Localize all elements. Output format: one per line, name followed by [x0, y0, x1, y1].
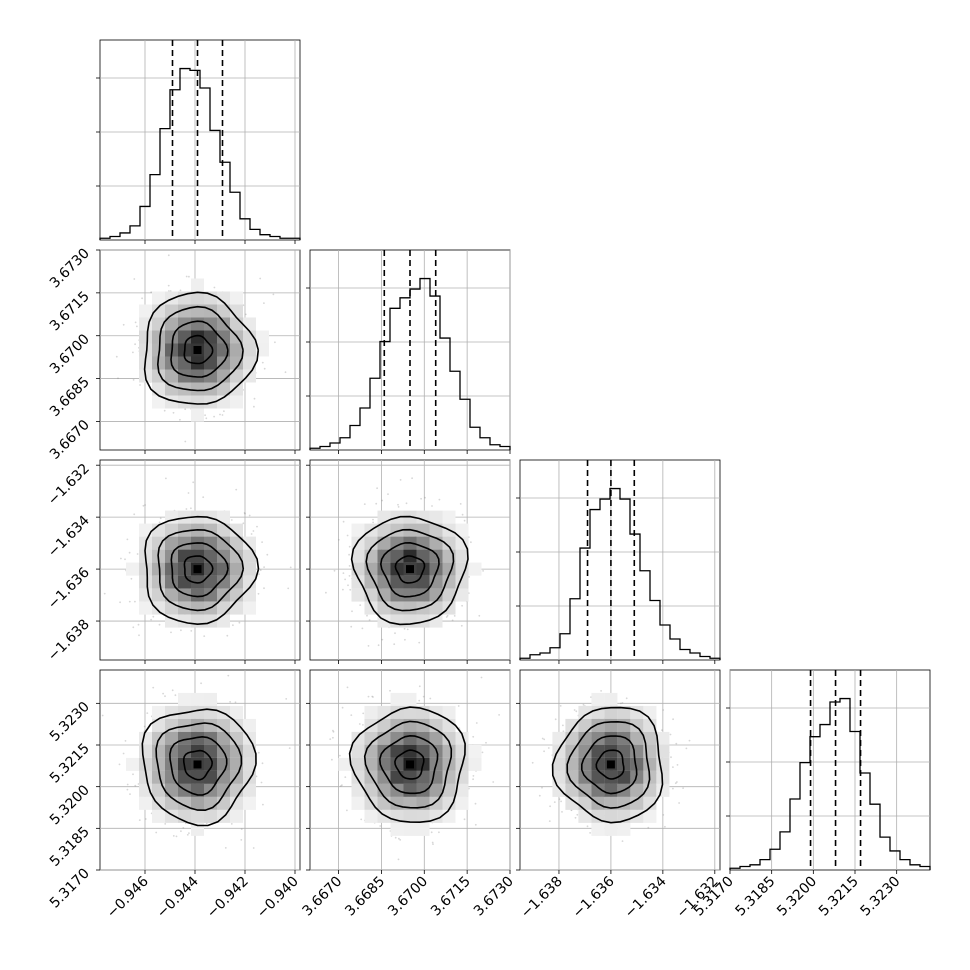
histogram-step: [729, 697, 931, 870]
contour-level-4: [141, 708, 257, 827]
histogram-panel-p3: [726, 669, 931, 874]
contour-level-1: [183, 555, 214, 584]
density-peak: [606, 760, 615, 769]
x-tick-label: −0.946: [104, 873, 152, 921]
density-panel-p0-p2: [96, 459, 301, 664]
contour-level-4: [143, 291, 260, 405]
contour-level-2: [581, 735, 638, 795]
density-peak: [406, 760, 414, 769]
x-tick-label: −1.638: [518, 874, 566, 922]
x-tick-label: −1.634: [622, 873, 670, 921]
y-tick-label: −1.632: [45, 461, 93, 509]
density-panel-p0-p1: [96, 249, 301, 454]
y-tick-label: 5.3230: [47, 699, 93, 745]
density-bins: [552, 692, 670, 836]
histogram-panel-p0: [96, 39, 301, 244]
x-tick-label: 3.6730: [471, 874, 517, 920]
contour-level-4: [350, 515, 469, 626]
density-peak: [193, 565, 202, 574]
x-tick-label: −0.940: [254, 874, 302, 922]
density-peak: [193, 346, 202, 354]
contour-level-2: [170, 542, 229, 598]
contour-level-1: [394, 555, 426, 584]
density-peak: [406, 565, 414, 574]
y-tick-label: 3.6700: [47, 331, 93, 377]
contour-level-3: [155, 722, 243, 812]
y-tick-label: 5.3215: [47, 741, 93, 787]
x-tick-label: 3.6670: [299, 874, 345, 920]
x-tick-label: −1.636: [570, 873, 618, 921]
density-peak: [193, 760, 202, 769]
x-tick-label: 5.3200: [774, 874, 820, 920]
x-tick-label: 5.3185: [733, 874, 779, 920]
y-tick-label: −1.634: [45, 513, 93, 561]
contour-level-3: [157, 528, 245, 612]
contour-level-1: [182, 749, 213, 781]
panels-layer: [96, 39, 931, 874]
contour-level-3: [363, 720, 453, 809]
contour-level-2: [170, 320, 229, 378]
contour-level-1: [595, 749, 625, 780]
density-panel-p2-p3: [516, 669, 721, 874]
contour-level-4: [551, 706, 664, 824]
y-tick-label: 5.3170: [47, 866, 93, 912]
x-tick-label: −0.942: [204, 874, 252, 922]
histogram-panel-p1: [306, 249, 511, 454]
contour-level-1: [183, 334, 214, 365]
density-panel-p1-p2: [306, 459, 511, 664]
contour-level-4: [144, 515, 260, 626]
contour-level-2: [169, 735, 228, 796]
x-tick-label: −0.944: [154, 873, 202, 921]
y-tick-label: −1.638: [45, 617, 93, 665]
histogram-step: [519, 487, 721, 660]
histogram-panel-p2: [516, 459, 721, 664]
contour-level-3: [566, 720, 651, 809]
histogram-step: [99, 67, 301, 240]
panel-frame: [729, 669, 931, 871]
y-tick-label: 3.6685: [47, 374, 93, 420]
x-tick-label: 3.6700: [385, 874, 431, 920]
contour-level-3: [365, 528, 455, 612]
density-panel-p0-p3: [96, 669, 301, 874]
contour-level-3: [156, 305, 244, 392]
contour-level-2: [378, 734, 439, 795]
x-tick-label: 5.3230: [858, 874, 904, 920]
contour-level-2: [379, 541, 440, 598]
x-tick-label: 3.6715: [428, 874, 474, 920]
y-tick-label: 3.6730: [47, 246, 93, 292]
y-tick-label: 3.6715: [47, 288, 93, 334]
x-tick-label: 5.3215: [816, 874, 862, 920]
density-panel-p1-p3: [306, 669, 511, 874]
x-tick-label: 3.6685: [342, 874, 388, 920]
contour-level-1: [394, 749, 425, 780]
y-tick-label: 5.3200: [47, 782, 93, 828]
contour-level-4: [348, 706, 466, 824]
y-tick-label: 5.3185: [47, 824, 93, 870]
y-tick-label: −1.636: [45, 565, 93, 613]
y-tick-label: 3.6670: [47, 417, 93, 463]
